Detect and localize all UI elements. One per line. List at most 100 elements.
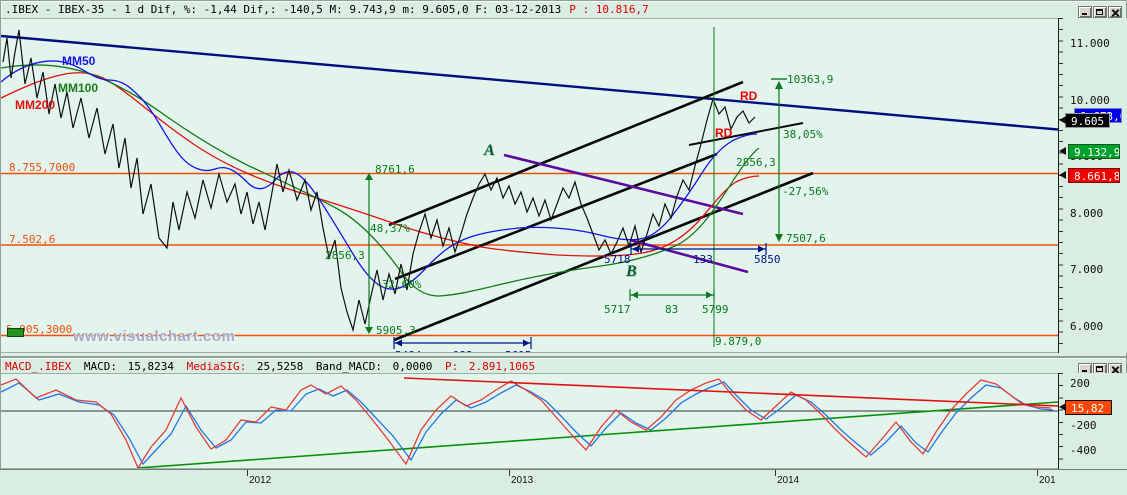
rd-annotation: RD — [740, 89, 758, 103]
fib-left-pct2-label: -32,60% — [375, 278, 422, 291]
macd-label: MACD: — [83, 360, 117, 373]
mm200-curve — [1, 72, 760, 257]
macd-drawing — [1, 377, 1058, 468]
measure-count-label: 132 — [453, 349, 473, 352]
price-tag-last: 9.605 — [1065, 113, 1110, 128]
time-tick — [247, 470, 248, 476]
time-tick — [775, 470, 776, 476]
purple-line-a — [503, 153, 744, 216]
arrow-left-icon — [632, 245, 639, 253]
macd-value: 15,8234 — [127, 360, 174, 373]
arrow-up-icon — [365, 173, 373, 180]
fib-left-top-label: 8761,6 — [375, 163, 415, 176]
level-label-7502: 7.502,6 — [9, 233, 56, 246]
measure-start-label: 5484 — [395, 349, 422, 352]
rd-support-line — [688, 122, 804, 146]
time-axis-label: 2013 — [511, 475, 534, 486]
level-anchor-box[interactable] — [7, 328, 24, 337]
time-axis-label: 2012 — [249, 475, 272, 486]
band-value: 0,0000 — [392, 360, 433, 373]
tag-arrow-icon — [1059, 171, 1066, 179]
arrow-down-icon — [365, 327, 373, 334]
close-icon[interactable] — [1108, 6, 1122, 18]
purple-line-b — [629, 238, 749, 274]
fib-left-pct-label: 48,37% — [370, 222, 410, 235]
measure-start-label: 5718 — [604, 253, 631, 266]
arrow-right-icon — [758, 245, 765, 253]
macd-red-trendline — [403, 377, 1058, 407]
fib-right-bottom-label: 7507,6 — [786, 232, 826, 245]
price-window-controls — [1077, 3, 1122, 18]
target-note-label: 9.879,0 — [715, 335, 762, 348]
macd-window-titlebar[interactable]: MACD_.IBEX MACD: 15,8234 MediaSIG: 25,52… — [1, 360, 1127, 373]
fib-left-bottom-label: 5905,3 — [376, 324, 416, 337]
price-chart-canvas[interactable]: MM50 MM100 MM200 8.755,7000 7.502,6 5.90… — [1, 18, 1058, 353]
mm100-label: MM100 — [58, 81, 99, 95]
time-axis[interactable]: 2012 2013 2014 201 — [0, 469, 1127, 495]
price-window-title: .IBEX - IBEX-35 - 1 d Dif, %: -1,44 Dif,… — [5, 3, 562, 16]
band-label: Band_MACD: — [315, 360, 383, 373]
fib-left-range-label: 2856,3 — [325, 249, 365, 262]
y-axis-label: 8.000 — [1070, 207, 1104, 220]
arrow-down-icon — [775, 234, 783, 242]
arrow-left-icon — [395, 339, 402, 347]
fib-right-pct2-label: -27,56% — [782, 185, 829, 198]
mm200-label: MM200 — [15, 98, 56, 112]
navy-trendline — [1, 34, 1058, 131]
measure-start-label: 5717 — [604, 303, 631, 316]
price-y-axis[interactable]: 11.000 10.000 9.000 8.000 7.000 6.000 9.… — [1058, 18, 1127, 353]
channel-line-upper — [388, 80, 744, 227]
channel-line-middle — [394, 152, 718, 281]
mm50-label: MM50 — [62, 54, 96, 68]
time-axis-label: 201 — [1039, 475, 1056, 486]
measure-end-label: 5799 — [702, 303, 729, 316]
axis-ticks — [1059, 373, 1063, 469]
macd-window-controls — [1077, 360, 1122, 375]
price-window: .IBEX - IBEX-35 - 1 d Dif, %: -1,44 Dif,… — [0, 0, 1127, 357]
arrow-right-icon — [706, 291, 713, 299]
price-window-titlebar[interactable]: .IBEX - IBEX-35 - 1 d Dif, %: -1,44 Dif,… — [1, 3, 1127, 18]
macd-y-axis[interactable]: 200 -200 -400 15,82 — [1058, 373, 1127, 469]
measure-count-label: 133 — [693, 253, 713, 266]
candlestick-series — [2, 29, 756, 333]
macd-signal-line — [1, 381, 1054, 466]
fib-right-top-label: 10363,9 — [787, 73, 834, 86]
mm50-curve — [1, 60, 758, 290]
tag-arrow-icon — [1059, 147, 1066, 155]
watermark: www.visualchart.com — [73, 328, 236, 345]
channel-line-lower — [393, 171, 814, 342]
tag-arrow-icon — [1059, 116, 1066, 124]
tag-arrow-icon — [1059, 403, 1066, 411]
price-window-title-p: P : 10.816,7 — [569, 3, 649, 16]
time-axis-label: 2014 — [777, 475, 800, 486]
y-axis-label: -200 — [1070, 419, 1097, 432]
sig-value: 25,5258 — [256, 360, 304, 373]
level-label-8755: 8.755,7000 — [9, 161, 76, 174]
fib-right-range-label: 2856,3 — [736, 156, 776, 169]
sig-label: MediaSIG: — [186, 360, 247, 373]
y-axis-label: 11.000 — [1070, 37, 1110, 50]
macd-chart-canvas[interactable] — [1, 373, 1058, 469]
price-chart-drawing — [1, 27, 1058, 349]
p-label: P: — [445, 360, 459, 373]
y-axis-label: -400 — [1070, 444, 1097, 457]
arrow-left-icon — [631, 291, 638, 299]
measure-end-label: 5615 — [505, 349, 532, 352]
minimize-icon[interactable] — [1078, 6, 1092, 18]
p-value: 2.891,1065 — [468, 360, 536, 373]
time-tick — [509, 470, 510, 476]
macd-value-tag: 15,82 — [1065, 400, 1112, 415]
macd-symbol: MACD_.IBEX — [5, 360, 72, 373]
y-axis-label: 10.000 — [1070, 94, 1110, 107]
maximize-icon[interactable] — [1093, 6, 1107, 18]
price-tag-mm100: 9.132,9 — [1068, 144, 1120, 159]
macd-green-trendline — [136, 401, 1058, 468]
fib-right-pct-label: 38,05% — [783, 128, 823, 141]
time-tick — [1037, 470, 1038, 476]
y-axis-label: 7.000 — [1070, 263, 1104, 276]
price-tag-mm200: 8.661,8 — [1068, 168, 1120, 183]
wave-label-a: A — [484, 142, 495, 159]
measure-count-label: 83 — [665, 303, 679, 316]
axis-ticks — [1059, 18, 1063, 353]
